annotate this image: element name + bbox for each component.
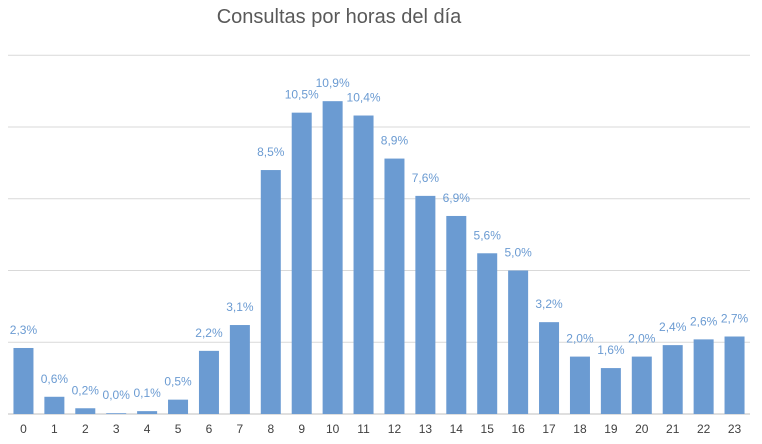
x-tick-label-18: 18 [573, 422, 587, 436]
data-label-hour-11: 10,4% [347, 91, 381, 105]
gridlines [8, 54, 750, 415]
x-tick-label-22: 22 [697, 422, 711, 436]
x-tick-label-7: 7 [237, 422, 244, 436]
data-label-hour-16: 5,0% [504, 246, 532, 260]
bar-hour-15 [477, 253, 498, 414]
data-label-hour-3: 0,0% [103, 388, 131, 402]
bar-hour-9 [291, 112, 312, 415]
x-tick-label-3: 3 [113, 422, 120, 436]
bar-hour-4 [137, 411, 158, 414]
bar-hour-1 [44, 396, 65, 414]
bar-hour-0 [13, 347, 34, 414]
x-tick-label-12: 12 [388, 422, 402, 436]
x-tick-label-23: 23 [728, 422, 742, 436]
bar-hour-8 [260, 170, 281, 414]
x-tick-label-16: 16 [511, 422, 525, 436]
bar-hour-14 [446, 215, 467, 414]
data-label-hour-1: 0,6% [41, 372, 69, 386]
bar-hour-2 [75, 408, 96, 414]
bar-hour-12 [384, 158, 405, 414]
bar-hour-5 [168, 399, 189, 414]
x-tick-label-8: 8 [267, 422, 274, 436]
bar-hour-7 [229, 325, 250, 414]
data-label-hour-13: 7,6% [412, 171, 440, 185]
bar-hour-10 [322, 101, 343, 415]
x-tick-label-19: 19 [604, 422, 618, 436]
data-label-hour-5: 0,5% [164, 375, 192, 389]
x-tick-label-15: 15 [481, 422, 495, 436]
bar-hour-22 [693, 339, 714, 414]
x-tick-label-6: 6 [206, 422, 213, 436]
x-tick-label-4: 4 [144, 422, 151, 436]
data-label-hour-12: 8,9% [381, 134, 409, 148]
bar-hour-16 [508, 270, 529, 414]
data-label-hour-2: 0,2% [72, 383, 100, 397]
bar-hour-6 [198, 350, 219, 414]
bar-hour-11 [353, 115, 374, 415]
bar-hour-23 [724, 336, 745, 414]
x-tick-label-10: 10 [326, 422, 340, 436]
data-label-hour-6: 2,2% [195, 326, 223, 340]
data-label-hour-22: 2,6% [690, 314, 718, 328]
x-tick-label-14: 14 [450, 422, 464, 436]
data-label-hour-4: 0,1% [133, 386, 161, 400]
x-tick-labels: 0 1 2 3 4 5 6 7 8 9 10 11 12 13 14 15 16 17 18 19 20 21 22 23 [20, 422, 741, 436]
data-label-hour-9: 10,5% [285, 88, 319, 102]
data-label-hour-8: 8,5% [257, 145, 285, 159]
bar-hour-13 [415, 195, 436, 414]
x-tick-label-11: 11 [357, 422, 370, 436]
data-label-hour-21: 2,4% [659, 320, 687, 334]
chart-title: Consultas por horas del día [216, 6, 462, 28]
data-label-hour-18: 2,0% [566, 332, 594, 346]
bars [13, 101, 745, 415]
x-tick-label-1: 1 [51, 422, 58, 436]
data-label-hour-23: 2,7% [721, 312, 749, 326]
x-tick-label-9: 9 [298, 422, 305, 436]
x-tick-label-0: 0 [20, 422, 27, 436]
data-label-hour-0: 2,3% [10, 323, 38, 337]
bar-hour-3 [106, 413, 127, 414]
bar-hour-21 [662, 345, 683, 414]
data-label-hour-20: 2,0% [628, 332, 656, 346]
bar-hour-17 [539, 322, 560, 414]
bar-hour-19 [600, 368, 621, 414]
data-label-hour-7: 3,1% [226, 300, 254, 314]
data-labels: 2,3% 0,6%0,2% 0,0% 0,1%0,5% 2,2%3,1% 8,5% 10,5… [10, 76, 749, 402]
x-tick-label-17: 17 [542, 422, 556, 436]
data-label-hour-17: 3,2% [535, 297, 563, 311]
data-label-hour-15: 5,6% [474, 228, 502, 242]
data-label-hour-10: 10,9% [316, 76, 350, 90]
bar-hour-18 [569, 356, 590, 414]
data-label-hour-14: 6,9% [443, 191, 471, 205]
x-tick-label-5: 5 [175, 422, 182, 436]
x-tick-label-20: 20 [635, 422, 649, 436]
x-tick-label-2: 2 [82, 422, 89, 436]
x-tick-label-13: 13 [419, 422, 433, 436]
bar-hour-20 [631, 356, 652, 414]
x-tick-label-21: 21 [666, 422, 680, 436]
data-label-hour-19: 1,6% [597, 343, 625, 357]
